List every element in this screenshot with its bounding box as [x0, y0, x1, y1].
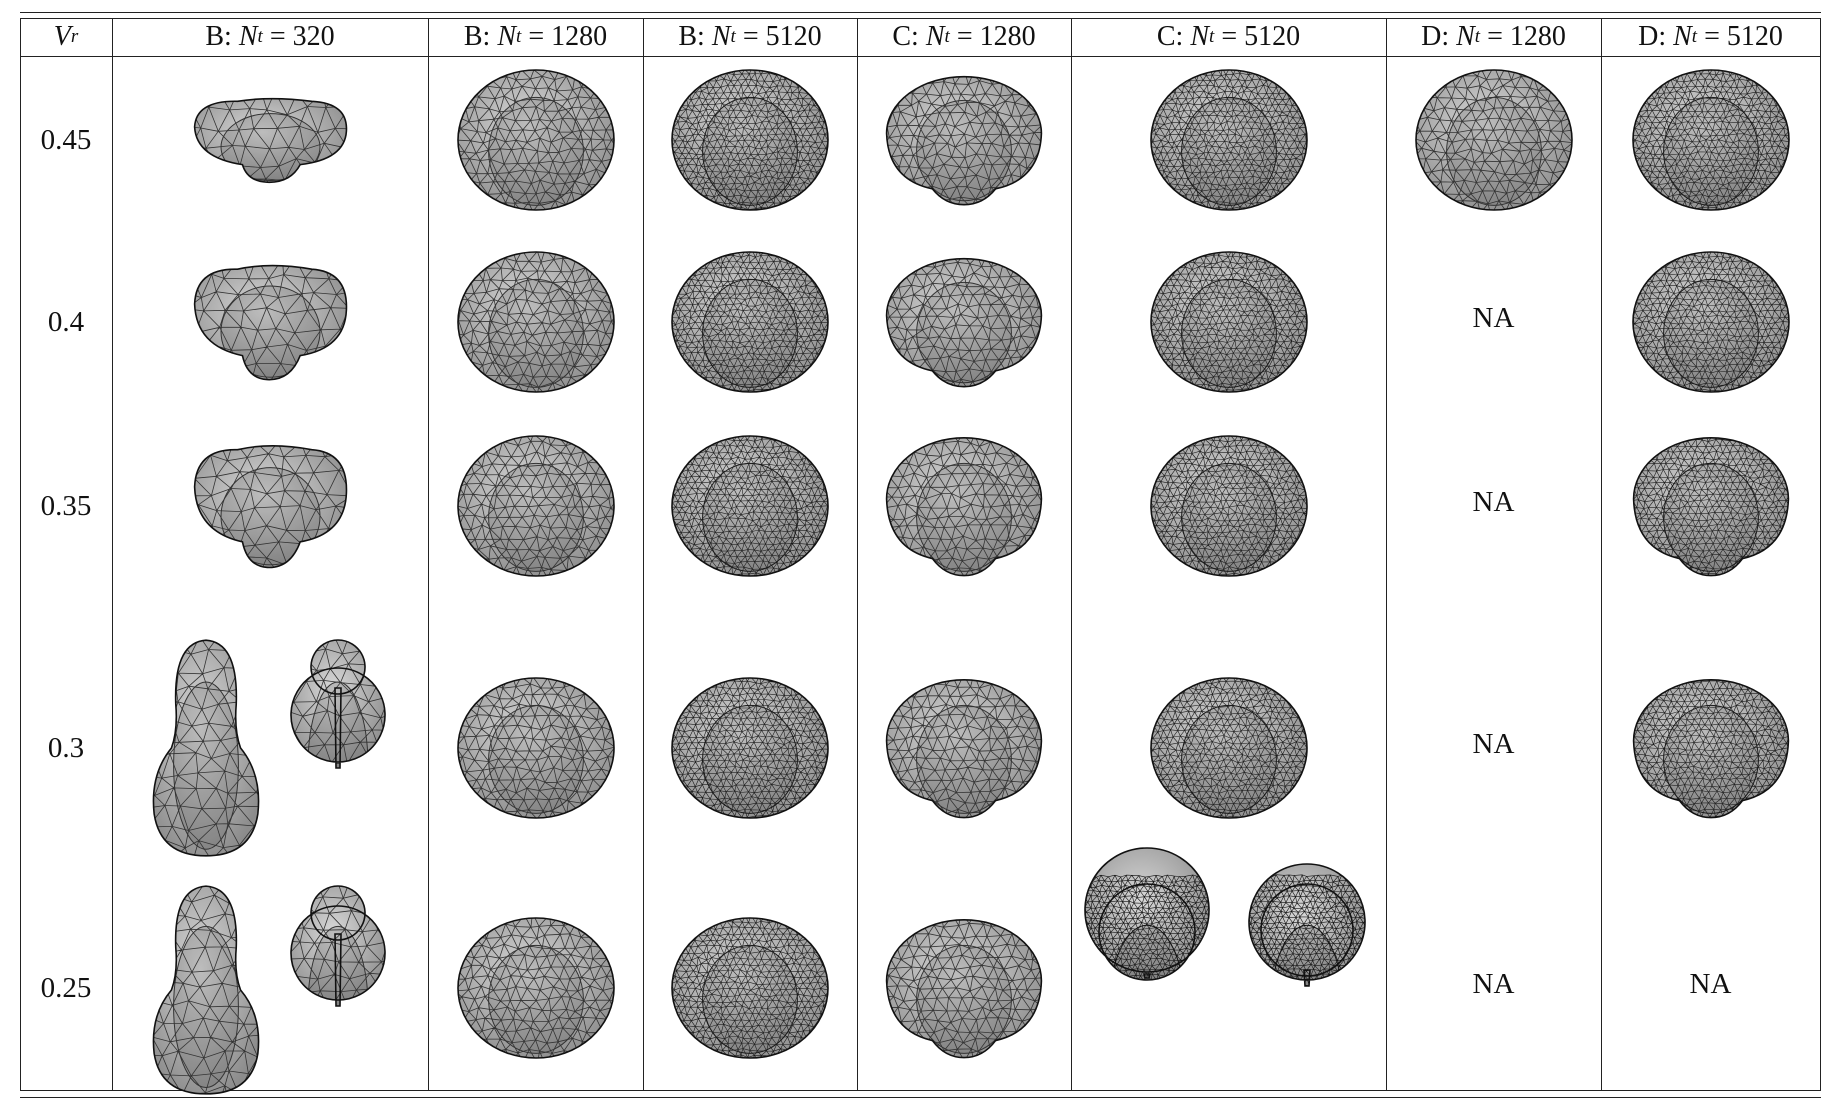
col-line-1: [112, 18, 113, 1090]
column-symbol-subscript: t: [944, 26, 950, 47]
vesicle-shape: [1149, 251, 1308, 393]
vesicle-shape: [456, 251, 615, 393]
vesicle-shape: [1631, 69, 1790, 211]
header-rule: [20, 56, 1821, 57]
top-rule-1: [20, 12, 1821, 13]
vesicle-shape: [671, 435, 829, 577]
column-symbol: N: [238, 21, 258, 52]
column-symbol-subscript: t: [516, 26, 522, 47]
row-label-vr: 0.35: [40, 489, 92, 522]
vesicle-shape: [1414, 69, 1573, 211]
row-label-vr: 0.45: [40, 123, 92, 156]
vesicle-shape: [1632, 679, 1789, 819]
vesicle-shape: [193, 264, 347, 381]
column-symbol: N: [1190, 21, 1210, 52]
row-label-vr: 0.4: [47, 305, 85, 338]
column-symbol-subscript: t: [1474, 26, 1481, 47]
vesicle-shape: [885, 257, 1043, 388]
col-line-0: [20, 18, 21, 1090]
column-value: = 320: [262, 21, 335, 52]
vesicle-shape: [193, 97, 347, 184]
row-label-vr: 0.25: [40, 971, 92, 1004]
vesicle-shape: [456, 435, 615, 577]
column-value: = 1280: [521, 21, 608, 52]
column-value: = 5120: [735, 21, 822, 52]
vesicle-shape: [885, 919, 1043, 1059]
vesicle-shape: [1631, 251, 1790, 393]
column-method: B:: [205, 21, 239, 52]
na-cell: NA: [1472, 967, 1515, 1000]
na-cell: NA: [1689, 967, 1732, 1000]
na-cell: NA: [1472, 485, 1515, 518]
column-symbol: N: [1456, 21, 1475, 52]
vesicle-shape: [885, 75, 1043, 206]
col-line-4: [857, 18, 858, 1090]
column-method: B:: [678, 21, 712, 52]
vesicle-shape-split: [152, 885, 260, 1095]
column-method: D:: [1638, 21, 1674, 52]
col-line-5: [1071, 18, 1072, 1090]
vesicle-shape: [456, 69, 615, 211]
vesicle-shape-budded: [1083, 847, 1210, 981]
na-cell: NA: [1472, 727, 1515, 760]
vesicle-shape-budded: [1247, 863, 1366, 987]
vesicle-shape: [671, 251, 829, 393]
column-symbol-subscript: t: [1209, 26, 1215, 47]
col-line-7: [1601, 18, 1602, 1090]
vesicle-shape: [1632, 437, 1789, 577]
column-symbol: N: [925, 21, 945, 52]
column-symbol: N: [1673, 21, 1692, 52]
column-symbol-subscript: t: [730, 26, 736, 47]
vesicle-shape: [456, 677, 615, 819]
vesicle-shape: [885, 679, 1043, 819]
column-value: = 5120: [1697, 21, 1783, 52]
vesicle-shape: [671, 677, 829, 819]
vesicle-shape-budded: [290, 639, 386, 769]
bottom-rule-2: [20, 1097, 1821, 1098]
column-symbol-subscript: t: [1691, 26, 1698, 47]
column-value: = 5120: [1214, 21, 1301, 52]
vesicle-shape: [671, 917, 829, 1059]
vesicle-shape: [885, 437, 1043, 577]
col-line-6: [1386, 18, 1387, 1090]
column-method: C:: [1156, 21, 1191, 52]
vesicle-shape: [1149, 435, 1308, 577]
vesicle-shape: [456, 917, 615, 1059]
bottom-rule-1: [20, 1090, 1821, 1091]
column-symbol: N: [497, 21, 517, 52]
top-rule-2: [20, 18, 1821, 19]
column-method: D:: [1421, 21, 1457, 52]
vesicle-shape: [1149, 69, 1308, 211]
na-cell: NA: [1472, 301, 1515, 334]
col-line-8: [1820, 18, 1821, 1090]
col-line-3: [643, 18, 644, 1090]
vesicle-shape: [1149, 677, 1308, 819]
row-label-vr: 0.3: [47, 731, 85, 764]
column-symbol: N: [711, 21, 731, 52]
col-line-2: [428, 18, 429, 1090]
column-method: C:: [892, 21, 926, 52]
vesicle-shape: [671, 69, 829, 211]
vesicle-shape-split: [152, 639, 260, 857]
column-method: B:: [463, 21, 498, 52]
column-value: = 1280: [949, 21, 1036, 52]
vesicle-shape-budded: [290, 885, 386, 1007]
column-symbol-subscript: t: [257, 26, 263, 47]
vesicle-shape: [193, 445, 347, 569]
column-value: = 1280: [1480, 21, 1566, 52]
